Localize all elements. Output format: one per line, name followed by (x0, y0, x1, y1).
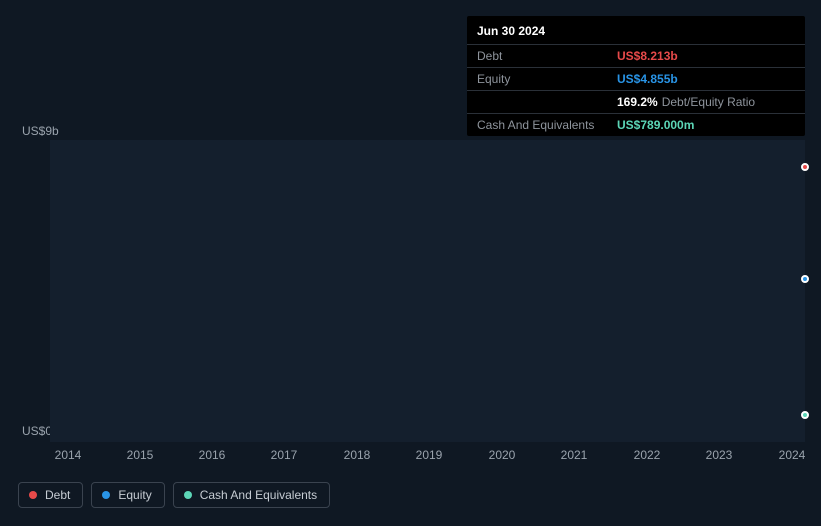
y-axis-max-label: US$9b (22, 124, 59, 138)
debt-end-marker (801, 163, 809, 171)
chart-plot-area (50, 140, 805, 442)
x-axis-tick: 2021 (561, 448, 588, 462)
x-axis-tick: 2018 (344, 448, 371, 462)
tooltip-row: EquityUS$4.855b (467, 67, 805, 90)
legend-item-label: Debt (45, 488, 70, 502)
circle-icon (102, 491, 110, 499)
cash-end-marker (801, 411, 809, 419)
tooltip-row-value: US$4.855b (617, 72, 678, 86)
tooltip-date: Jun 30 2024 (467, 22, 805, 44)
x-axis-tick: 2017 (271, 448, 298, 462)
tooltip-row-value: US$8.213b (617, 49, 678, 63)
tooltip-row-label (477, 95, 617, 109)
chart-background (50, 140, 805, 442)
tooltip-row-value: US$789.000m (617, 118, 694, 132)
legend-item-cash[interactable]: Cash And Equivalents (173, 482, 330, 508)
tooltip-row: 169.2%Debt/Equity Ratio (467, 90, 805, 113)
x-axis-tick: 2014 (55, 448, 82, 462)
tooltip-row-label: Equity (477, 72, 617, 86)
x-axis-tick: 2024 (779, 448, 806, 462)
x-axis-tick: 2015 (127, 448, 154, 462)
x-axis-tick: 2019 (416, 448, 443, 462)
tooltip-row-label: Debt (477, 49, 617, 63)
tooltip-row-value: 169.2%Debt/Equity Ratio (617, 95, 755, 109)
tooltip-row: Cash And EquivalentsUS$789.000m (467, 113, 805, 136)
x-axis-tick: 2022 (634, 448, 661, 462)
legend-item-label: Equity (118, 488, 151, 502)
chart-tooltip: Jun 30 2024 DebtUS$8.213bEquityUS$4.855b… (467, 16, 805, 136)
equity-end-marker (801, 275, 809, 283)
circle-icon (29, 491, 37, 499)
x-axis-tick: 2020 (489, 448, 516, 462)
y-axis-min-label: US$0 (22, 424, 52, 438)
circle-icon (184, 491, 192, 499)
tooltip-row-label: Cash And Equivalents (477, 118, 617, 132)
legend-item-debt[interactable]: Debt (18, 482, 83, 508)
tooltip-row: DebtUS$8.213b (467, 44, 805, 67)
legend-item-label: Cash And Equivalents (200, 488, 317, 502)
legend-item-equity[interactable]: Equity (91, 482, 164, 508)
x-axis-tick: 2023 (706, 448, 733, 462)
legend: Debt Equity Cash And Equivalents (18, 482, 330, 508)
tooltip-row-suffix: Debt/Equity Ratio (662, 95, 755, 109)
x-axis-tick: 2016 (199, 448, 226, 462)
